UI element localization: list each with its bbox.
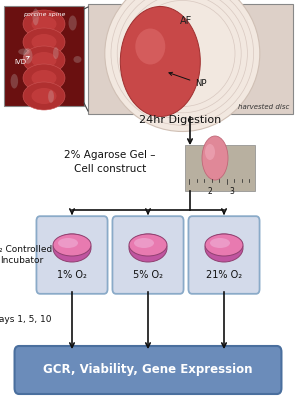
Ellipse shape bbox=[53, 234, 91, 262]
Bar bbox=[185, 145, 255, 191]
Text: 24hr Digestion: 24hr Digestion bbox=[139, 115, 221, 125]
Ellipse shape bbox=[23, 82, 65, 110]
Text: 21% O₂: 21% O₂ bbox=[206, 270, 242, 280]
Ellipse shape bbox=[73, 56, 81, 63]
Ellipse shape bbox=[11, 74, 18, 88]
Text: 2% Agarose Gel –
Cell construct: 2% Agarose Gel – Cell construct bbox=[64, 150, 156, 174]
Ellipse shape bbox=[58, 238, 78, 248]
Text: NP: NP bbox=[169, 72, 207, 88]
Bar bbox=[88, 4, 293, 114]
Ellipse shape bbox=[31, 34, 56, 50]
Text: GCR, Viability, Gene Expression: GCR, Viability, Gene Expression bbox=[43, 364, 253, 376]
Ellipse shape bbox=[32, 8, 39, 25]
Ellipse shape bbox=[135, 28, 165, 64]
Ellipse shape bbox=[48, 90, 54, 103]
Bar bbox=[4, 6, 84, 106]
Ellipse shape bbox=[31, 88, 56, 104]
Ellipse shape bbox=[120, 6, 200, 116]
Text: AF: AF bbox=[180, 16, 192, 26]
Ellipse shape bbox=[31, 16, 56, 32]
FancyBboxPatch shape bbox=[188, 216, 260, 294]
Ellipse shape bbox=[129, 234, 167, 262]
Text: porcine spine: porcine spine bbox=[23, 12, 65, 17]
Text: 1% O₂: 1% O₂ bbox=[57, 270, 87, 280]
FancyBboxPatch shape bbox=[15, 346, 282, 394]
Ellipse shape bbox=[23, 48, 32, 64]
Ellipse shape bbox=[31, 70, 56, 86]
Ellipse shape bbox=[205, 144, 215, 160]
Ellipse shape bbox=[69, 16, 77, 30]
Ellipse shape bbox=[202, 136, 228, 180]
Text: harvested disc: harvested disc bbox=[238, 104, 289, 110]
Ellipse shape bbox=[23, 10, 65, 38]
Ellipse shape bbox=[53, 234, 91, 256]
Ellipse shape bbox=[31, 52, 56, 68]
Ellipse shape bbox=[23, 28, 65, 56]
Ellipse shape bbox=[129, 234, 167, 256]
Ellipse shape bbox=[205, 234, 243, 256]
Text: 2: 2 bbox=[208, 187, 212, 196]
Ellipse shape bbox=[23, 64, 65, 92]
Text: IVD: IVD bbox=[14, 56, 29, 65]
Ellipse shape bbox=[53, 47, 59, 59]
Text: O₂ Controlled
Incubator: O₂ Controlled Incubator bbox=[0, 245, 52, 265]
Ellipse shape bbox=[134, 238, 154, 248]
Ellipse shape bbox=[205, 234, 243, 262]
Ellipse shape bbox=[105, 0, 260, 132]
Ellipse shape bbox=[23, 46, 65, 74]
Ellipse shape bbox=[210, 238, 230, 248]
FancyBboxPatch shape bbox=[113, 216, 184, 294]
Ellipse shape bbox=[18, 48, 30, 55]
Text: Days 1, 5, 10: Days 1, 5, 10 bbox=[0, 316, 52, 324]
FancyBboxPatch shape bbox=[37, 216, 108, 294]
Text: 5% O₂: 5% O₂ bbox=[133, 270, 163, 280]
Text: 3: 3 bbox=[230, 187, 234, 196]
